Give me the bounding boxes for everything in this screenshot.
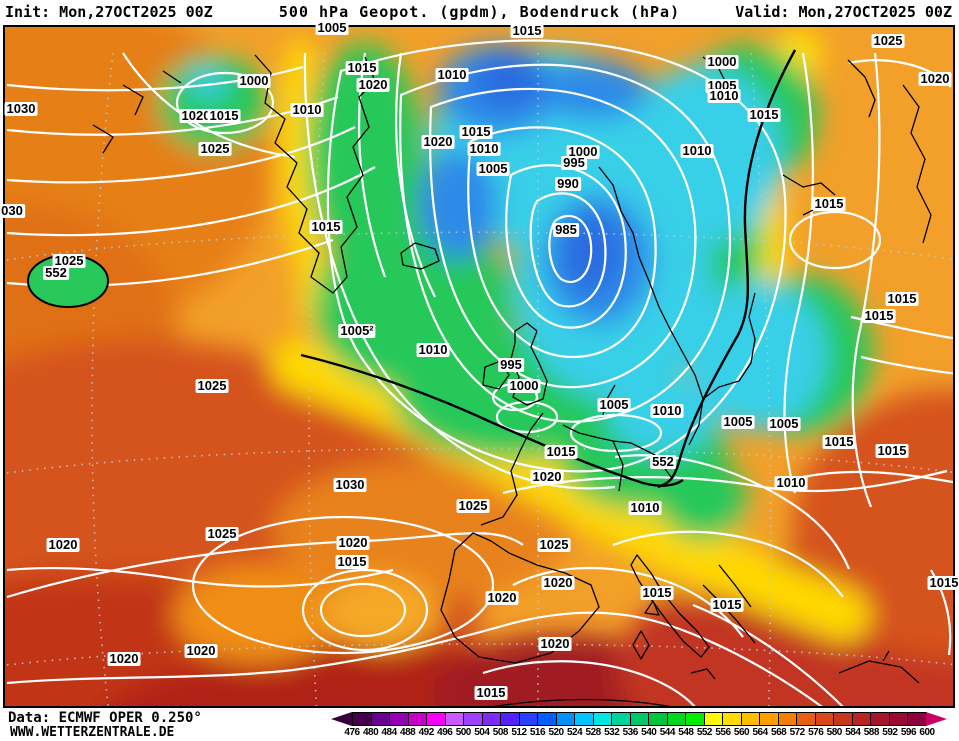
colorbar-cell <box>592 713 612 725</box>
colorbar-value: 496 <box>437 727 453 738</box>
colorbar-value: 512 <box>511 727 527 738</box>
colorbar-cell <box>407 713 427 725</box>
colorbar-value: 556 <box>715 727 731 738</box>
colorbar-value: 568 <box>771 727 787 738</box>
colorbar-value: 548 <box>678 727 694 738</box>
header-bar: Init: Mon,27OCT2025 00Z 500 hPa Geopot. … <box>0 0 959 25</box>
colorbar-cell <box>370 713 390 725</box>
colorbar-value: 564 <box>752 727 768 738</box>
colorbar-cell <box>555 713 575 725</box>
colorbar-right-arrow <box>926 712 947 726</box>
colorbar-cell <box>518 713 538 725</box>
colorbar-value: 528 <box>585 727 602 738</box>
colorbar-cell <box>629 713 649 725</box>
colorbar-value: 576 <box>808 727 824 738</box>
colorbar-cell <box>574 713 593 725</box>
colorbar-cell <box>777 713 797 725</box>
colorbar-value: 552 <box>696 727 713 738</box>
thickness-contour-552 <box>300 49 797 489</box>
colorbar-cell <box>907 713 926 725</box>
colorbar-value: 584 <box>845 727 861 738</box>
colorbar-cell <box>611 713 630 725</box>
colorbar-left-arrow <box>331 712 352 726</box>
colorbar-cell <box>722 713 741 725</box>
colorbar-value: 476 <box>344 727 360 738</box>
colorbar-value: 480 <box>362 727 379 738</box>
colorbar-cell <box>463 713 482 725</box>
colorbar-value: 600 <box>919 727 935 738</box>
colorbar-cell <box>833 713 852 725</box>
colorbar-cell <box>666 713 686 725</box>
colorbar-value: 572 <box>789 727 806 738</box>
colorbar-cell <box>444 713 464 725</box>
closed-thickness-cell <box>27 254 109 308</box>
valid-time-label: Valid: Mon,27OCT2025 00Z <box>735 3 952 21</box>
map-area <box>3 25 955 708</box>
colorbar-cell <box>759 713 778 725</box>
colorbar-value: 560 <box>733 727 750 738</box>
colorbar-value: 596 <box>900 727 917 738</box>
colorbar-cell <box>426 713 445 725</box>
colorbar-value: 520 <box>548 727 564 738</box>
colorbar-value: 580 <box>826 727 843 738</box>
colorbar-value: 516 <box>529 727 546 738</box>
colorbar-cell <box>537 713 556 725</box>
colorbar-cell <box>389 713 408 725</box>
colorbar-cell <box>703 713 723 725</box>
colorbar-value: 532 <box>604 727 620 738</box>
colorbar-cell <box>851 713 871 725</box>
colorbar-value: 540 <box>641 727 657 738</box>
colorbar-value: 544 <box>659 727 676 738</box>
colorbar-value: 588 <box>863 727 880 738</box>
colorbar-value: 488 <box>400 727 416 738</box>
colorbar-value: 492 <box>418 727 435 738</box>
colorbar-value: 536 <box>622 727 639 738</box>
map-title: 500 hPa Geopot. (gpdm), Bodendruck (hPa) <box>278 3 681 21</box>
colorbar-cell <box>648 713 667 725</box>
colorbar-cell <box>481 713 501 725</box>
colorbar-value: 500 <box>455 727 472 738</box>
colorbar-cell <box>500 713 519 725</box>
colorbar-value: 524 <box>566 727 583 738</box>
init-time-label: Init: Mon,27OCT2025 00Z <box>5 3 213 21</box>
colorbar-cell <box>888 713 908 725</box>
colorbar-value: 484 <box>381 727 398 738</box>
colorbar-cell <box>685 713 704 725</box>
colorbar-values: 476 480 484 488 492 496 500 504 508 512 516 520 524 5… <box>344 727 935 739</box>
colorbar-cell <box>796 713 815 725</box>
colorbar-value: 508 <box>492 727 509 738</box>
colorbar-cells <box>352 712 927 726</box>
colorbar-value: 504 <box>474 727 490 738</box>
footer-bar: Data: ECMWF OPER 0.250° WWW.WETTERZENTRA… <box>0 709 959 741</box>
weather-map-svg <box>5 27 953 706</box>
colorbar-cell <box>814 713 834 725</box>
website-label: WWW.WETTERZENTRALE.DE <box>10 725 175 740</box>
colorbar-cell <box>870 713 889 725</box>
data-source-label: Data: ECMWF OPER 0.250° <box>8 710 202 726</box>
colorbar-cell <box>353 713 371 725</box>
colorbar-value: 592 <box>882 727 898 738</box>
colorbar-cell <box>740 713 760 725</box>
